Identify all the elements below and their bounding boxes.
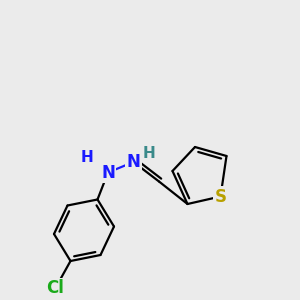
- Text: H: H: [81, 150, 93, 165]
- Text: N: N: [101, 164, 115, 181]
- Text: N: N: [127, 153, 140, 171]
- Text: Cl: Cl: [46, 279, 64, 297]
- Text: S: S: [214, 188, 226, 206]
- Text: H: H: [142, 146, 155, 160]
